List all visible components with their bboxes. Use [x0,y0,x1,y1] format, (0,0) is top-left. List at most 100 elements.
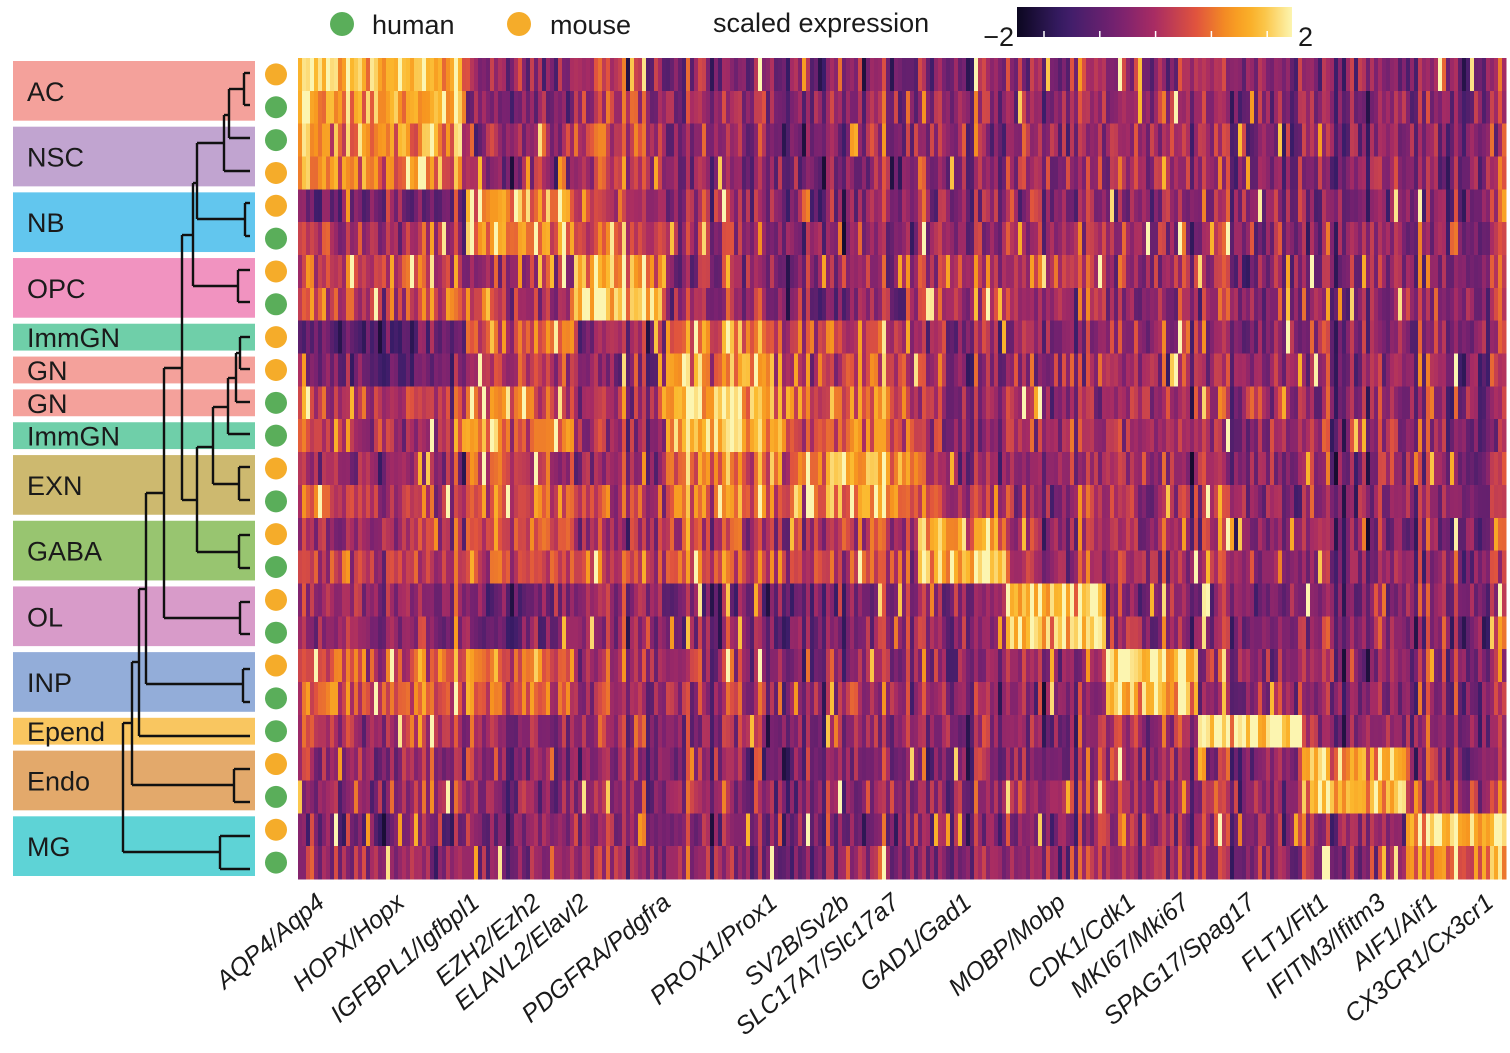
heatmap-cell [1366,484,1371,519]
heatmap-cell [610,550,615,584]
heatmap-cell [794,320,799,354]
heatmap-cell [786,255,791,289]
heatmap-cell [930,156,935,190]
heatmap-cell [402,550,407,584]
heatmap-cell [1222,189,1227,223]
heatmap-cell [1166,123,1171,157]
heatmap-cell [506,156,511,190]
heatmap-cell [526,386,531,420]
heatmap-cell [450,222,455,256]
heatmap-cell [1426,484,1431,519]
heatmap-cell [830,550,835,584]
heatmap-cell [1354,58,1359,92]
heatmap-cell [1058,287,1063,322]
heatmap-cell [894,320,899,354]
heatmap-cell [666,386,671,420]
heatmap-cell [1290,419,1295,453]
heatmap-cell [390,222,395,256]
heatmap-cell [786,550,791,584]
heatmap-cell [1150,484,1155,519]
heatmap-cell [718,484,723,519]
heatmap-cell [486,287,491,322]
heatmap-cell [638,517,643,551]
heatmap-cell [750,58,755,92]
heatmap-cell [830,156,835,190]
heatmap-cell [882,353,887,387]
heatmap-cell [1006,222,1011,256]
heatmap-cell [362,550,367,584]
heatmap-cell [1390,287,1395,322]
heatmap-cell [990,386,995,420]
heatmap-cell [1370,452,1375,486]
heatmap-cell [1398,123,1403,157]
heatmap-cell [814,353,819,387]
heatmap-cell [858,517,863,551]
heatmap-cell [394,517,399,551]
heatmap-cell [690,452,695,486]
heatmap-cell [798,320,803,354]
heatmap-cell [370,353,375,387]
heatmap-cell [318,287,323,322]
heatmap-cell [910,58,915,92]
heatmap-cell [1234,550,1239,584]
heatmap-cell [450,452,455,486]
heatmap-cell [1286,517,1291,551]
heatmap-cell [1498,320,1503,354]
heatmap-cell [934,320,939,354]
heatmap-cell [782,222,787,256]
heatmap-cell [1170,386,1175,420]
heatmap-cell [1010,517,1015,551]
heatmap-cell [602,156,607,190]
heatmap-cell [302,320,307,354]
heatmap-cell [718,189,723,223]
heatmap-cell [550,90,555,124]
heatmap-cell [1034,386,1039,420]
heatmap-cell [306,58,311,92]
heatmap-cell [1186,386,1191,420]
heatmap-cell [654,189,659,223]
heatmap-cell [602,222,607,256]
heatmap-cell [1358,189,1363,223]
heatmap-cell [678,550,683,584]
heatmap-cell [674,189,679,223]
heatmap-cell [794,123,799,157]
heatmap-cell [918,287,923,322]
heatmap-cell [874,419,879,453]
heatmap-cell [506,517,511,551]
heatmap-cell [1274,287,1279,322]
heatmap-cell [1350,255,1355,289]
heatmap-cell [310,255,315,289]
heatmap-cell [394,320,399,354]
species-dot-human [265,293,287,316]
heatmap-cell [430,353,435,387]
heatmap-cell [1334,58,1339,92]
heatmap-cell [782,156,787,190]
heatmap-cell [1254,484,1259,519]
heatmap-cell [1030,386,1035,420]
heatmap-cell [774,58,779,92]
heatmap-cell [698,123,703,157]
heatmap-cell [1430,123,1435,157]
heatmap-cell [322,517,327,551]
heatmap-cell [310,419,315,453]
heatmap-cell [750,386,755,420]
heatmap-cell [990,484,995,519]
heatmap-cell [1090,419,1095,453]
heatmap-cell [1230,419,1235,453]
heatmap-cell [986,58,991,92]
heatmap-cell [694,320,699,354]
heatmap-cell [1426,189,1431,223]
heatmap-cell [366,255,371,289]
heatmap-cell [338,484,343,519]
heatmap-cell [982,189,987,223]
heatmap-cell [1130,123,1135,157]
heatmap-cell [646,419,651,453]
heatmap-cell [590,222,595,256]
species-dot-mouse [265,654,287,677]
heatmap-cell [498,156,503,190]
heatmap-cell [686,550,691,584]
heatmap-cell [486,255,491,289]
heatmap-cell [1106,222,1111,256]
heatmap-cell [470,484,475,519]
heatmap-cell [1102,320,1107,354]
